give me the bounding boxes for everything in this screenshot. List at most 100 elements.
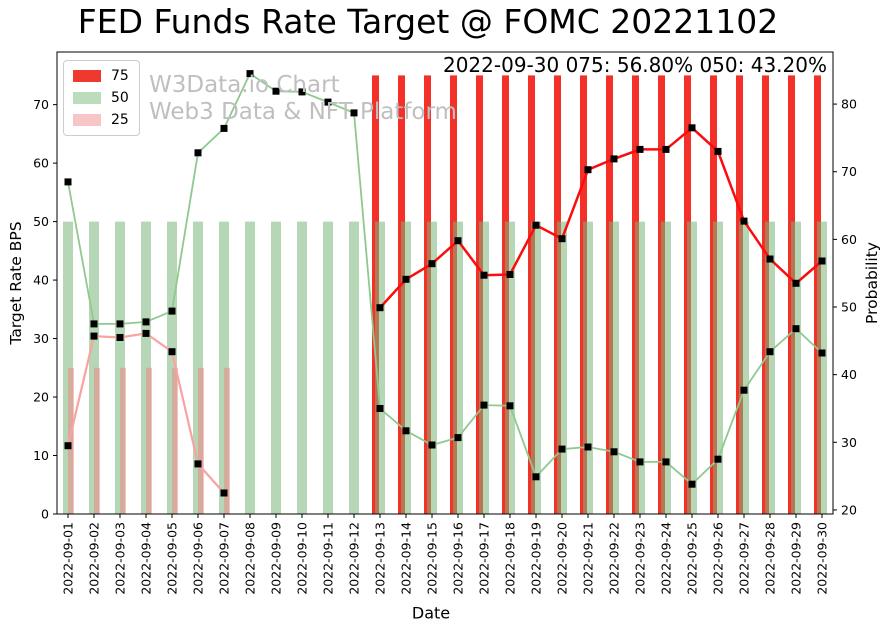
marker-prob_050_bps	[168, 307, 176, 315]
bar-target_025_bps	[68, 367, 74, 514]
legend-item-25: 25	[73, 112, 129, 128]
left-tick-label: 50	[33, 214, 49, 229]
chart-title: FED Funds Rate Target @ FOMC 20221102	[77, 2, 779, 41]
marker-prob_075_bps	[480, 271, 488, 279]
marker-prob_050_bps	[246, 70, 254, 78]
legend-label-50: 50	[111, 90, 129, 106]
bar-target_050_bps	[167, 221, 177, 514]
bar-target_050_bps	[817, 221, 827, 514]
legend: 75 50 25	[63, 60, 140, 136]
bar-target_050_bps	[115, 221, 125, 514]
marker-prob_075_bps	[402, 275, 410, 283]
marker-prob_075_bps	[740, 217, 748, 225]
marker-prob_050_bps	[116, 320, 124, 328]
x-tick-label: 2022-09-05	[165, 522, 180, 595]
marker-prob_050_bps	[766, 348, 774, 356]
marker-prob_025_bps	[142, 329, 150, 337]
legend-swatch-75	[73, 70, 101, 82]
bar-target_050_bps	[739, 221, 749, 514]
annotation-text: 2022-09-30 075: 56.80% 050: 43.20%	[442, 53, 827, 77]
x-tick-label: 2022-09-14	[399, 522, 414, 595]
bar-target_050_bps	[687, 221, 697, 514]
x-tick-label: 2022-09-03	[113, 522, 128, 595]
bar-target_050_bps	[505, 221, 515, 514]
bar-target_025_bps	[224, 367, 230, 514]
legend-swatch-25	[73, 114, 101, 126]
x-tick-label: 2022-09-09	[269, 522, 284, 595]
bar-target_050_bps	[791, 221, 801, 514]
x-tick-label: 2022-09-17	[477, 522, 492, 595]
marker-prob_025_bps	[64, 442, 72, 450]
x-tick-label: 2022-09-24	[659, 522, 674, 595]
marker-prob_050_bps	[64, 178, 72, 186]
y-axis-label-left: Target Rate BPS	[7, 221, 25, 345]
bar-target_050_bps	[271, 221, 281, 514]
marker-prob_075_bps	[558, 235, 566, 243]
x-tick-label: 2022-09-28	[763, 522, 778, 595]
legend-swatch-50	[73, 92, 101, 104]
x-tick-label: 2022-09-19	[529, 522, 544, 595]
bar-target_050_bps	[193, 221, 203, 514]
marker-prob_075_bps	[688, 124, 696, 132]
bar-target_050_bps	[401, 221, 411, 514]
x-axis-label: Date	[411, 603, 451, 623]
marker-prob_050_bps	[792, 325, 800, 333]
x-tick-label: 2022-09-04	[139, 522, 154, 595]
marker-prob_075_bps	[376, 304, 384, 312]
x-tick-label: 2022-09-27	[737, 522, 752, 595]
bar-target_050_bps	[531, 221, 541, 514]
left-tick-label: 30	[33, 331, 49, 346]
bar-target_050_bps	[141, 221, 151, 514]
marker-prob_050_bps	[688, 480, 696, 488]
marker-prob_050_bps	[740, 386, 748, 394]
marker-prob_075_bps	[818, 257, 826, 265]
marker-prob_050_bps	[402, 427, 410, 435]
right-tick-label: 70	[841, 164, 857, 179]
marker-prob_050_bps	[350, 109, 358, 117]
x-tick-label: 2022-09-02	[87, 522, 102, 595]
bar-target_050_bps	[349, 221, 359, 514]
x-tick-label: 2022-09-22	[607, 522, 622, 595]
x-tick-label: 2022-09-11	[321, 522, 336, 595]
x-tick-label: 2022-09-08	[243, 522, 258, 595]
marker-prob_050_bps	[220, 124, 228, 132]
bar-target_050_bps	[63, 221, 73, 514]
x-tick-label: 2022-09-06	[191, 522, 206, 595]
bar-target_050_bps	[713, 221, 723, 514]
marker-prob_050_bps	[714, 455, 722, 463]
x-tick-label: 2022-09-30	[815, 522, 830, 595]
marker-prob_075_bps	[428, 260, 436, 268]
x-tick-label: 2022-09-07	[217, 522, 232, 595]
marker-prob_050_bps	[558, 445, 566, 453]
x-tick-label: 2022-09-13	[373, 522, 388, 595]
bar-target_050_bps	[219, 221, 229, 514]
marker-prob_075_bps	[454, 237, 462, 245]
bar-target_025_bps	[146, 367, 152, 514]
right-tick-label: 40	[841, 367, 857, 382]
bar-target_025_bps	[120, 367, 126, 514]
left-tick-label: 10	[33, 448, 49, 463]
right-tick-label: 50	[841, 300, 857, 315]
bar-target_050_bps	[323, 221, 333, 514]
marker-prob_025_bps	[194, 460, 202, 468]
marker-prob_050_bps	[480, 401, 488, 409]
bar-target_050_bps	[765, 221, 775, 514]
x-tick-label: 2022-09-01	[61, 522, 76, 595]
marker-prob_050_bps	[324, 98, 332, 106]
right-tick-label: 80	[841, 97, 857, 112]
y-axis-label-right: Probability	[863, 242, 881, 324]
line-prob_050_bps	[67, 72, 823, 486]
marker-prob_075_bps	[584, 166, 592, 174]
marker-prob_050_bps	[298, 88, 306, 96]
x-tick-label: 2022-09-26	[711, 522, 726, 595]
marker-prob_050_bps	[272, 87, 280, 95]
right-tick-label: 30	[841, 435, 857, 450]
marker-prob_050_bps	[142, 318, 150, 326]
x-tick-label: 2022-09-10	[295, 522, 310, 595]
legend-item-75: 75	[73, 68, 129, 84]
bar-target_050_bps	[297, 221, 307, 514]
marker-prob_075_bps	[506, 271, 514, 278]
bar-target_050_bps	[661, 221, 671, 514]
